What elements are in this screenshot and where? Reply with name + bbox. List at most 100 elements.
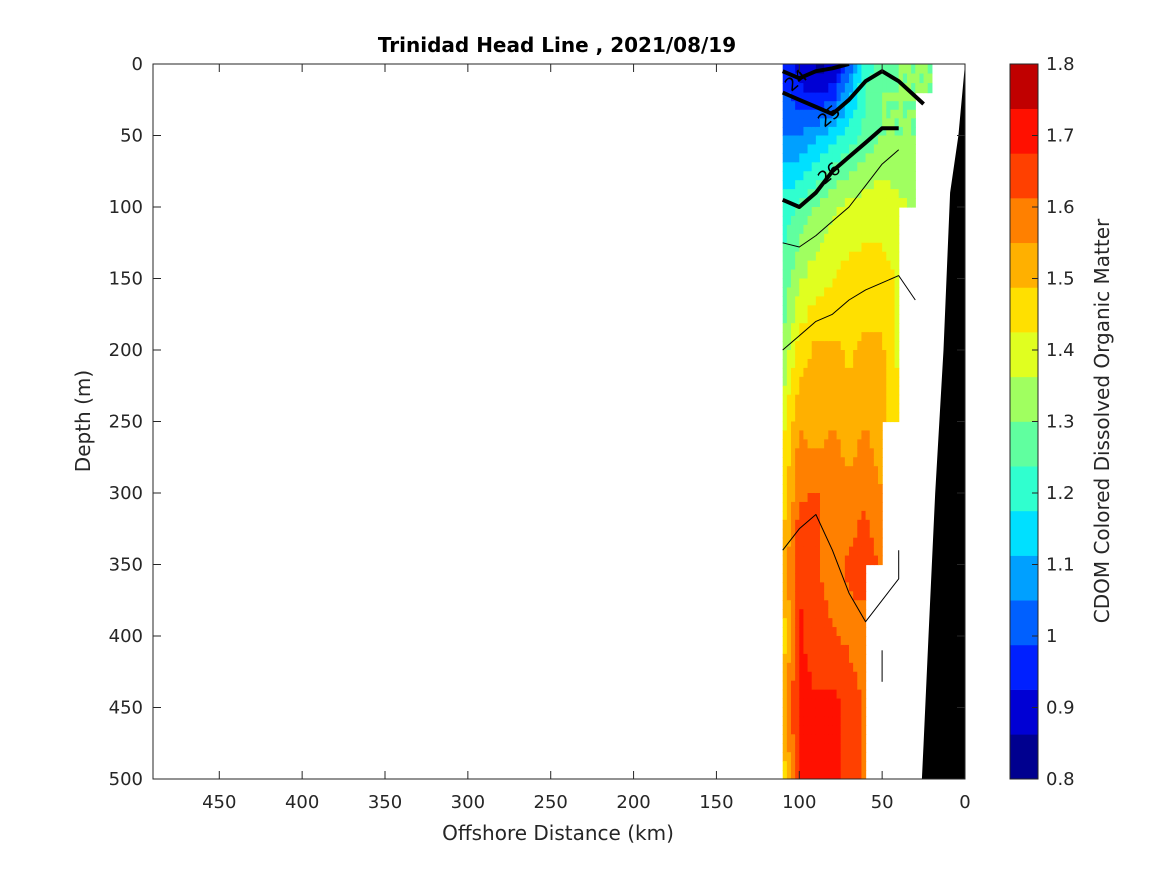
cdom-cell — [799, 555, 805, 566]
cdom-cell — [828, 439, 834, 449]
cdom-cell — [857, 716, 863, 726]
cdom-cell — [807, 662, 813, 673]
cdom-cell — [861, 627, 867, 637]
cdom-cell — [791, 600, 796, 610]
cdom-cell — [865, 109, 871, 119]
cdom-cell — [857, 662, 863, 673]
cdom-cell — [799, 743, 805, 753]
cdom-cell — [882, 376, 887, 387]
cdom-cell — [782, 743, 788, 753]
cdom-cell — [890, 403, 896, 414]
cdom-cell — [820, 698, 825, 709]
cdom-cell — [815, 627, 821, 637]
cdom-cell — [840, 644, 846, 655]
cdom-cell — [824, 609, 829, 619]
cdom-cell — [824, 269, 829, 280]
cdom-cell — [836, 510, 842, 521]
cdom-cell — [832, 725, 838, 735]
density-contour — [782, 275, 916, 351]
cdom-cell — [869, 260, 875, 271]
cdom-cell — [803, 278, 809, 289]
cdom-cell — [894, 180, 900, 190]
cdom-cell — [849, 457, 854, 467]
cdom-cell — [873, 171, 879, 181]
cdom-cell — [795, 83, 800, 94]
cdom-cell — [791, 341, 796, 351]
cdom-cell — [849, 582, 854, 592]
cdom-cell — [820, 126, 825, 137]
cdom-cell — [857, 385, 863, 396]
y-tick-label: 450 — [109, 698, 143, 719]
cdom-cell — [853, 564, 858, 575]
cdom-cell — [840, 752, 846, 762]
cdom-cell — [911, 64, 916, 75]
cdom-cell — [853, 350, 858, 360]
cdom-cell — [836, 466, 842, 476]
cdom-cell — [873, 430, 879, 440]
cdom-cell — [886, 144, 892, 154]
cdom-cell — [803, 135, 809, 146]
cdom-cell — [786, 278, 792, 289]
cdom-cell — [807, 376, 813, 387]
cdom-cell — [815, 376, 821, 387]
cdom-cell — [811, 135, 817, 146]
cdom-cell — [799, 662, 805, 673]
cdom-cell — [803, 484, 809, 494]
cdom-cell — [795, 528, 800, 539]
cdom-cell — [882, 412, 887, 423]
cdom-cell — [857, 403, 863, 414]
cdom-cell — [844, 305, 850, 315]
cdom-cell — [824, 564, 829, 575]
cdom-cell — [882, 189, 887, 199]
cdom-cell — [878, 412, 883, 423]
cdom-cell — [857, 171, 863, 181]
cdom-cell — [865, 83, 871, 94]
cdom-cell — [836, 761, 842, 771]
cdom-cell — [873, 493, 879, 503]
cdom-cell — [820, 439, 825, 449]
cdom-cell — [861, 555, 867, 566]
cdom-cell — [815, 448, 821, 458]
cdom-cell — [865, 412, 871, 423]
cdom-cell — [898, 109, 904, 119]
cdom-cell — [791, 403, 796, 414]
cdom-cell — [840, 358, 846, 369]
cdom-cell — [857, 126, 863, 137]
cdom-cell — [786, 64, 792, 75]
cdom-cell — [844, 260, 850, 271]
cdom-cell — [869, 457, 875, 467]
cdom-cell — [799, 725, 805, 735]
cdom-cell — [791, 519, 796, 530]
cdom-cell — [865, 278, 871, 289]
cdom-cell — [815, 680, 821, 691]
cdom-cell — [849, 421, 854, 432]
cdom-cell — [894, 305, 900, 315]
cdom-cell — [803, 305, 809, 315]
cdom-cell — [832, 323, 838, 333]
cdom-cell — [861, 64, 867, 75]
cdom-cell — [853, 653, 858, 664]
cdom-cell — [853, 689, 858, 700]
cdom-cell — [865, 332, 871, 342]
cdom-cell — [878, 101, 883, 111]
cdom-cell — [890, 278, 896, 289]
cdom-cell — [832, 296, 838, 306]
cdom-cell — [828, 662, 834, 673]
y-tick-label: 0 — [132, 54, 143, 75]
cdom-cell — [786, 109, 792, 119]
cdom-cell — [878, 510, 883, 521]
cdom-cell — [815, 662, 821, 673]
cdom-cell — [869, 439, 875, 449]
cdom-cell — [799, 484, 805, 494]
cdom-cell — [878, 109, 883, 119]
cdom-cell — [840, 448, 846, 458]
cdom-cell — [853, 367, 858, 378]
cdom-cell — [820, 564, 825, 575]
cdom-cell — [815, 207, 821, 217]
cdom-cell — [824, 376, 829, 387]
cdom-cell — [894, 412, 900, 423]
cdom-cell — [840, 126, 846, 137]
cdom-cell — [820, 323, 825, 333]
cdom-cell — [811, 394, 817, 405]
cdom-cell — [878, 457, 883, 467]
